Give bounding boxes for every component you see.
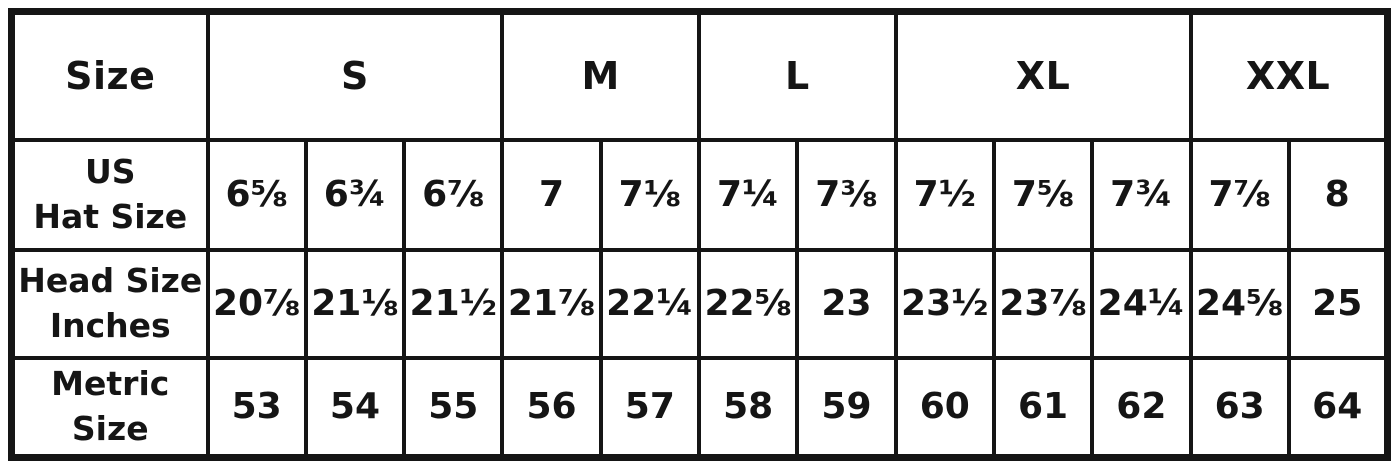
us-hat-size-cell: 6⅝ — [205, 137, 308, 252]
metric-size-cell: 62 — [1090, 355, 1193, 460]
row-label-line1: Metric — [51, 364, 170, 404]
us-hat-size-cell: 6⅞ — [402, 137, 505, 252]
head-size-inches-cell: 22⅝ — [696, 247, 800, 360]
hat-size-table: Size S M L XL XXL US Hat Size 6⅝ 6¾ 6⅞ 7… — [8, 8, 1391, 461]
row-label-line2: Hat Size — [33, 196, 188, 236]
row-label-line1: Head Size — [18, 260, 203, 300]
us-hat-size-cell: 8 — [1286, 137, 1390, 252]
us-hat-size-cell: 7⅛ — [598, 137, 702, 252]
metric-size-cell: 56 — [500, 355, 603, 460]
head-size-inches-cell: 25 — [1286, 247, 1390, 360]
row-label-line2: Size — [71, 408, 149, 448]
head-size-inches-cell: 21⅞ — [500, 247, 603, 360]
us-hat-size-cell: 7¼ — [696, 137, 800, 252]
us-hat-size-cell: 7¾ — [1090, 137, 1193, 252]
head-size-inches-cell: 21⅛ — [303, 247, 407, 360]
head-size-inches-cell: 22¼ — [598, 247, 702, 360]
corner-label-size: Size — [9, 9, 210, 142]
group-header-xl: XL — [893, 9, 1193, 142]
us-hat-size-cell: 6¾ — [303, 137, 407, 252]
metric-size-cell: 55 — [402, 355, 505, 460]
group-header-l: L — [697, 9, 898, 142]
group-header-m: M — [500, 9, 701, 142]
metric-size-cell: 61 — [991, 355, 1095, 460]
row-label-metric-size: Metric Size — [9, 355, 210, 460]
head-size-inches-cell: 23½ — [893, 247, 996, 360]
metric-size-cell: 54 — [303, 355, 407, 460]
us-hat-size-row: US Hat Size 6⅝ 6¾ 6⅞ 7 7⅛ 7¼ 7⅜ 7½ 7⅝ 7¾… — [9, 137, 1390, 252]
head-size-inches-row: Head Size Inches 20⅞ 21⅛ 21½ 21⅞ 22¼ 22⅝… — [9, 247, 1390, 360]
metric-size-cell: 58 — [696, 355, 800, 460]
us-hat-size-cell: 7⅜ — [795, 137, 898, 252]
us-hat-size-cell: 7 — [500, 137, 603, 252]
group-header-s: S — [205, 9, 505, 142]
head-size-inches-cell: 21½ — [402, 247, 505, 360]
group-header-xxl: XXL — [1188, 9, 1390, 142]
us-hat-size-cell: 7½ — [893, 137, 996, 252]
metric-size-cell: 59 — [795, 355, 898, 460]
metric-size-cell: 57 — [598, 355, 702, 460]
head-size-inches-cell: 23 — [795, 247, 898, 360]
metric-size-cell: 63 — [1188, 355, 1291, 460]
head-size-inches-cell: 20⅞ — [205, 247, 308, 360]
us-hat-size-cell: 7⅝ — [991, 137, 1095, 252]
row-label-us-hat-size: US Hat Size — [9, 137, 210, 252]
metric-size-cell: 53 — [205, 355, 308, 460]
head-size-inches-cell: 23⅞ — [991, 247, 1095, 360]
row-label-line2: Inches — [49, 305, 171, 345]
head-size-inches-cell: 24¼ — [1090, 247, 1193, 360]
us-hat-size-cell: 7⅞ — [1188, 137, 1291, 252]
head-size-inches-cell: 24⅝ — [1188, 247, 1291, 360]
row-label-line1: US — [84, 151, 136, 191]
metric-size-cell: 64 — [1286, 355, 1390, 460]
metric-size-row: Metric Size 53 54 55 56 57 58 59 60 61 6… — [9, 355, 1390, 460]
header-row: Size S M L XL XXL — [9, 9, 1390, 142]
row-label-head-size-inches: Head Size Inches — [9, 247, 210, 360]
metric-size-cell: 60 — [893, 355, 996, 460]
